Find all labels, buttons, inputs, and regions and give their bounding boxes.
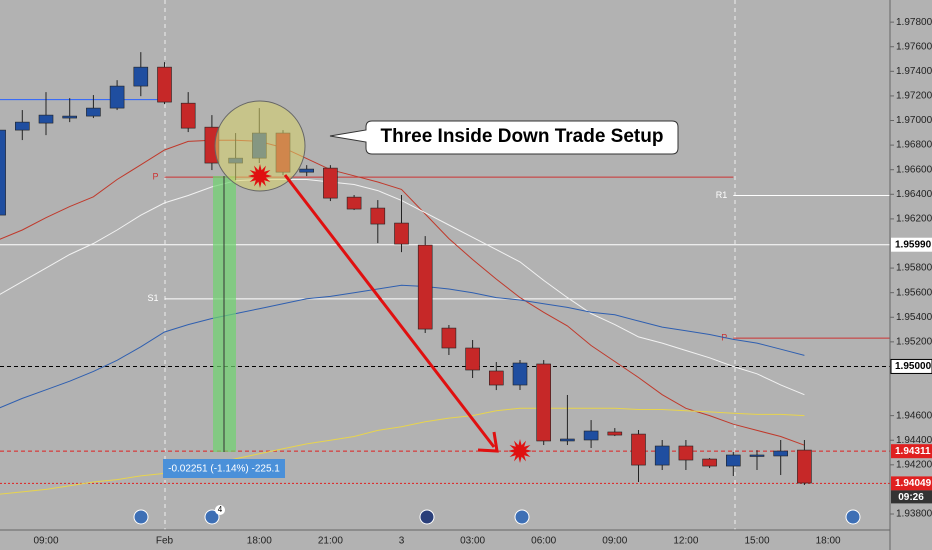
candle-body bbox=[773, 450, 789, 457]
candle-body bbox=[417, 244, 433, 330]
price-label: 1.94049 bbox=[895, 478, 932, 489]
candle-body bbox=[109, 85, 125, 109]
x-tick-label: 12:00 bbox=[673, 536, 698, 547]
x-tick-label: 06:00 bbox=[531, 536, 556, 547]
candle-body bbox=[157, 66, 172, 103]
y-tick-label: 1.93800 bbox=[896, 509, 932, 520]
price-label: 1.94311 bbox=[895, 446, 931, 457]
starburst bbox=[508, 439, 532, 463]
x-tick-label: Feb bbox=[156, 536, 174, 547]
candle-body bbox=[512, 362, 528, 386]
candle-body bbox=[536, 363, 552, 442]
indicator-line bbox=[0, 407, 805, 495]
time-label-box bbox=[891, 490, 932, 504]
arrow-head bbox=[477, 431, 499, 453]
price-label-box bbox=[891, 444, 932, 459]
candle-body bbox=[346, 196, 362, 210]
candle-body bbox=[299, 168, 315, 173]
event-icons: 4 bbox=[133, 505, 861, 525]
candle-body bbox=[654, 445, 670, 466]
candle-body bbox=[133, 66, 149, 87]
price-label-box bbox=[891, 237, 932, 252]
y-tick-label: 1.96200 bbox=[896, 214, 932, 225]
candle-body bbox=[488, 370, 504, 386]
event-badge bbox=[215, 505, 225, 515]
candle-body bbox=[678, 445, 694, 461]
level-label: S1 bbox=[147, 293, 158, 303]
candle-body bbox=[631, 433, 646, 466]
y-tick-label: 1.95600 bbox=[896, 287, 932, 298]
indicator-line bbox=[0, 284, 805, 409]
candle-body bbox=[394, 222, 409, 245]
y-tick-label: 1.94400 bbox=[896, 435, 932, 446]
callout-box bbox=[329, 120, 679, 155]
candle-body bbox=[560, 438, 575, 442]
event-icon bbox=[514, 509, 530, 525]
price-label-box bbox=[890, 358, 932, 374]
trend-arrow bbox=[283, 174, 496, 448]
event-icon bbox=[419, 509, 435, 525]
candle-body bbox=[607, 431, 623, 436]
event-icon bbox=[133, 509, 149, 525]
candle-body bbox=[86, 107, 101, 117]
level-label: P bbox=[152, 171, 158, 181]
starburst bbox=[248, 164, 272, 188]
candle-body bbox=[370, 207, 386, 225]
candle-body bbox=[180, 102, 196, 129]
y-tick-label: 1.96800 bbox=[896, 140, 932, 151]
level-label: R1 bbox=[716, 190, 728, 200]
candle-body bbox=[725, 454, 741, 467]
event-icon bbox=[204, 509, 220, 525]
indicator-line bbox=[0, 139, 805, 446]
highlight-circle bbox=[214, 100, 306, 192]
price-label: 1.95990 bbox=[895, 239, 932, 250]
y-tick-label: 1.97800 bbox=[896, 17, 932, 28]
y-tick-label: 1.97000 bbox=[896, 115, 932, 126]
y-tick-label: 1.94600 bbox=[896, 410, 932, 421]
candle-body bbox=[38, 114, 54, 124]
y-tick-label: 1.95800 bbox=[896, 263, 932, 274]
candle-body bbox=[441, 327, 457, 349]
candle-body bbox=[62, 115, 78, 119]
y-tick-label: 1.95400 bbox=[896, 312, 932, 323]
candle-body bbox=[702, 458, 717, 467]
candle-body bbox=[323, 167, 338, 199]
x-tick-label: 18:00 bbox=[247, 536, 272, 547]
candle-body bbox=[0, 129, 6, 216]
x-tick-label: 03:00 bbox=[460, 536, 485, 547]
y-tick-label: 1.95200 bbox=[896, 336, 932, 347]
measure-text: -0.02251 (-1.14%) -225.1 bbox=[168, 464, 280, 475]
x-tick-label: 15:00 bbox=[744, 536, 769, 547]
x-tick-label: 09:00 bbox=[602, 536, 627, 547]
x-tick-label: 09:00 bbox=[33, 536, 58, 547]
candle-body bbox=[465, 347, 480, 371]
price-label: 1.95000 bbox=[895, 361, 932, 372]
callout-text: Three Inside Down Trade Setup bbox=[381, 126, 664, 147]
price-label-box bbox=[891, 476, 932, 491]
candle-body bbox=[583, 430, 599, 441]
y-tick-label: 1.97200 bbox=[896, 91, 932, 102]
candle-body bbox=[797, 449, 812, 484]
candle-body bbox=[15, 121, 30, 131]
candle-body bbox=[749, 454, 765, 457]
event-icon bbox=[845, 509, 861, 525]
y-tick-label: 1.96400 bbox=[896, 189, 932, 200]
x-tick-label: 3 bbox=[399, 536, 405, 547]
y-tick-label: 1.96600 bbox=[896, 164, 932, 175]
x-tick-label: 21:00 bbox=[318, 536, 343, 547]
y-tick-label: 1.97600 bbox=[896, 41, 932, 52]
indicator-line bbox=[0, 179, 805, 396]
event-badge-text: 4 bbox=[218, 505, 223, 514]
x-tick-label: 18:00 bbox=[816, 536, 841, 547]
measure-box bbox=[163, 459, 285, 478]
time-label: 09:26 bbox=[898, 492, 924, 503]
y-tick-label: 1.94200 bbox=[896, 459, 932, 470]
y-tick-label: 1.97400 bbox=[896, 66, 932, 77]
